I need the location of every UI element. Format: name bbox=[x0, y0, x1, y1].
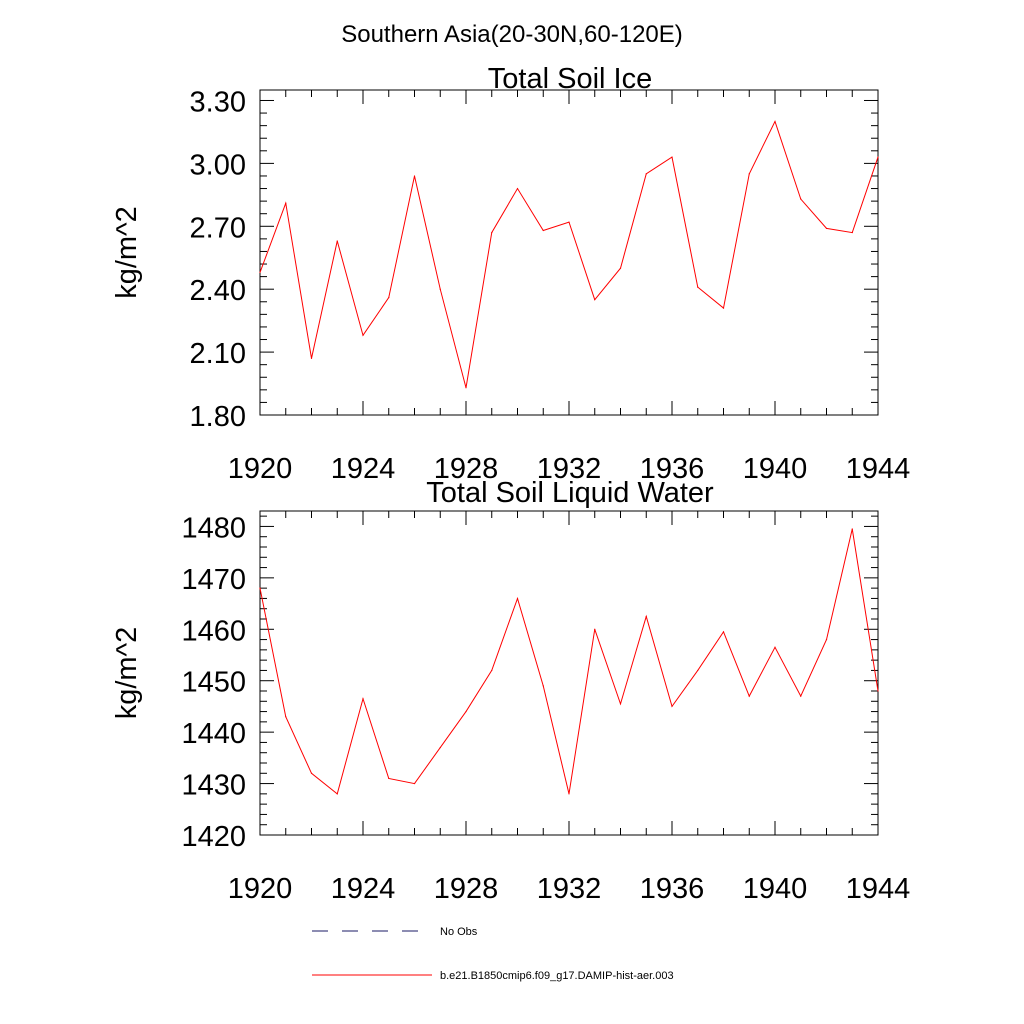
y-tick-label: 3.30 bbox=[190, 86, 246, 118]
figure-suptitle: Southern Asia(20-30N,60-120E) bbox=[341, 21, 683, 48]
data-point bbox=[825, 638, 828, 641]
x-tick-label: 1928 bbox=[434, 453, 499, 485]
data-point bbox=[800, 695, 802, 697]
data-point bbox=[774, 646, 776, 648]
x-tick-label: 1924 bbox=[331, 873, 396, 905]
data-point bbox=[645, 615, 647, 618]
series-line bbox=[259, 120, 879, 388]
data-point bbox=[439, 746, 441, 749]
panel-total-soil-ice: Total Soil Ice1.802.102.402.703.003.3019… bbox=[111, 63, 910, 485]
data-point bbox=[388, 777, 390, 780]
data-point bbox=[722, 307, 725, 309]
data-point bbox=[619, 267, 622, 269]
x-tick-label: 1936 bbox=[640, 873, 705, 905]
y-tick-label: 2.10 bbox=[190, 338, 246, 370]
data-point bbox=[491, 231, 493, 234]
data-point bbox=[748, 173, 750, 175]
data-point bbox=[594, 628, 596, 630]
y-axis-label: kg/m^2 bbox=[111, 627, 143, 720]
legend-model-label: b.e21.B1850cmip6.f09_g17.DAMIP-hist-aer.… bbox=[440, 970, 674, 982]
x-tick-label: 1944 bbox=[846, 453, 911, 485]
data-point bbox=[465, 387, 467, 389]
series-line bbox=[259, 528, 879, 795]
y-axis-label: kg/m^2 bbox=[111, 206, 143, 299]
data-point bbox=[491, 669, 493, 672]
data-point bbox=[748, 695, 750, 697]
data-point bbox=[259, 271, 261, 274]
data-point bbox=[877, 690, 879, 692]
data-point bbox=[645, 173, 647, 175]
x-tick-label: 1924 bbox=[331, 453, 396, 485]
data-point bbox=[516, 187, 519, 190]
y-tick-label: 1430 bbox=[181, 770, 246, 802]
data-point bbox=[671, 705, 673, 708]
y-tick-label: 2.40 bbox=[190, 275, 246, 307]
y-tick-label: 1480 bbox=[181, 512, 246, 544]
data-point bbox=[825, 227, 828, 229]
x-tick-label: 1932 bbox=[537, 453, 602, 485]
data-point bbox=[285, 202, 287, 204]
y-tick-label: 1460 bbox=[181, 615, 246, 647]
data-point bbox=[336, 240, 338, 242]
data-point bbox=[851, 528, 853, 530]
x-tick-label: 1944 bbox=[846, 873, 911, 905]
data-point bbox=[594, 299, 596, 301]
x-tick-label: 1940 bbox=[743, 873, 808, 905]
data-point bbox=[285, 716, 287, 718]
data-point bbox=[388, 296, 390, 299]
legend-obs-label: No Obs bbox=[440, 926, 478, 938]
data-point bbox=[336, 793, 338, 795]
data-point bbox=[413, 175, 416, 177]
plot-frame bbox=[259, 510, 879, 836]
data-point bbox=[439, 288, 441, 290]
data-point bbox=[542, 685, 544, 687]
data-point bbox=[413, 782, 416, 785]
legend: No Obs b.e21.B1850cmip6.f09_g17.DAMIP-hi… bbox=[312, 926, 674, 982]
data-point bbox=[465, 710, 467, 713]
y-tick-label: 3.00 bbox=[190, 149, 246, 181]
panel-total-soil-liquid-water: Total Soil Liquid Water 1420 1430 1440 1450 1… bbox=[111, 477, 910, 905]
data-point bbox=[259, 587, 261, 589]
data-point bbox=[568, 793, 570, 795]
data-point bbox=[362, 698, 364, 700]
data-point bbox=[722, 631, 725, 633]
data-point bbox=[774, 120, 776, 123]
data-point bbox=[568, 221, 570, 223]
data-point bbox=[310, 772, 313, 774]
x-tick-label: 1920 bbox=[228, 873, 293, 905]
chart-title: Total Soil Liquid Water bbox=[426, 477, 714, 509]
data-point bbox=[671, 156, 673, 158]
data-point bbox=[697, 286, 699, 288]
data-point bbox=[800, 198, 802, 200]
x-tick-label: 1920 bbox=[228, 453, 293, 485]
x-tick-label: 1932 bbox=[537, 873, 602, 905]
data-point bbox=[877, 156, 879, 158]
y-tick-label: 1470 bbox=[181, 564, 246, 596]
x-tick-label: 1928 bbox=[434, 873, 499, 905]
plot-frame bbox=[259, 89, 879, 416]
data-point bbox=[697, 669, 699, 672]
data-point bbox=[851, 231, 853, 234]
data-point bbox=[516, 597, 519, 600]
y-tick-label: 1.80 bbox=[190, 401, 246, 433]
y-tick-label: 1450 bbox=[181, 667, 246, 699]
data-point bbox=[362, 334, 364, 336]
y-tick-label: 1420 bbox=[181, 821, 246, 853]
data-point bbox=[310, 357, 313, 359]
x-tick-label: 1940 bbox=[743, 453, 808, 485]
data-point bbox=[542, 229, 544, 232]
x-tick-label: 1936 bbox=[640, 453, 705, 485]
y-tick-label: 1440 bbox=[181, 718, 246, 750]
data-point bbox=[619, 703, 622, 705]
y-tick-label: 2.70 bbox=[190, 212, 246, 244]
